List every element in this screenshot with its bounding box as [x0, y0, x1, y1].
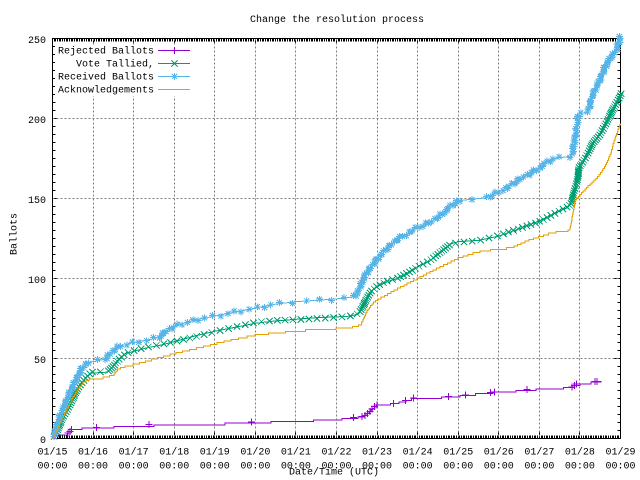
- svg-text:00:00: 00:00: [37, 462, 67, 473]
- svg-text:00:00: 00:00: [159, 462, 189, 473]
- svg-text:50: 50: [34, 356, 46, 367]
- svg-text:01/21: 01/21: [281, 447, 311, 459]
- svg-text:00:00: 00:00: [119, 462, 149, 473]
- svg-text:0: 0: [40, 436, 46, 447]
- svg-text:00:00: 00:00: [524, 462, 554, 473]
- svg-text:Date/Time (UTC): Date/Time (UTC): [289, 467, 379, 479]
- svg-text:00:00: 00:00: [240, 462, 270, 473]
- svg-text:200: 200: [28, 116, 46, 127]
- svg-text:00:00: 00:00: [200, 462, 230, 473]
- svg-text:01/27: 01/27: [524, 447, 554, 459]
- svg-text:01/22: 01/22: [321, 447, 351, 459]
- svg-text:01/28: 01/28: [565, 447, 595, 459]
- svg-text:01/20: 01/20: [240, 447, 270, 459]
- svg-text:00:00: 00:00: [565, 462, 595, 473]
- svg-text:01/18: 01/18: [159, 447, 189, 459]
- svg-text:Change the resolution process: Change the resolution process: [250, 14, 424, 26]
- svg-text:01/19: 01/19: [200, 447, 230, 459]
- svg-text:00:00: 00:00: [605, 462, 635, 473]
- svg-text:Received Ballots: Received Ballots: [58, 72, 154, 84]
- svg-text:Vote Tallied,: Vote Tallied,: [76, 59, 154, 71]
- svg-text:100: 100: [28, 276, 46, 287]
- svg-text:01/17: 01/17: [119, 447, 149, 459]
- svg-text:01/24: 01/24: [403, 447, 433, 459]
- svg-text:150: 150: [28, 196, 46, 207]
- svg-text:Acknowledgements: Acknowledgements: [58, 85, 154, 97]
- svg-text:00:00: 00:00: [78, 462, 108, 473]
- svg-text:01/26: 01/26: [484, 447, 514, 459]
- svg-text:01/25: 01/25: [443, 447, 473, 459]
- svg-text:250: 250: [28, 36, 46, 47]
- svg-text:00:00: 00:00: [484, 462, 514, 473]
- svg-text:00:00: 00:00: [321, 462, 351, 473]
- svg-text:01/23: 01/23: [362, 447, 392, 459]
- svg-text:Ballots: Ballots: [9, 213, 21, 255]
- svg-text:00:00: 00:00: [281, 462, 311, 473]
- svg-text:01/29: 01/29: [605, 447, 635, 459]
- svg-text:00:00: 00:00: [403, 462, 433, 473]
- svg-text:00:00: 00:00: [362, 462, 392, 473]
- svg-text:01/16: 01/16: [78, 447, 108, 459]
- svg-text:Rejected Ballots: Rejected Ballots: [58, 46, 154, 58]
- svg-text:01/15: 01/15: [37, 447, 67, 459]
- svg-text:00:00: 00:00: [443, 462, 473, 473]
